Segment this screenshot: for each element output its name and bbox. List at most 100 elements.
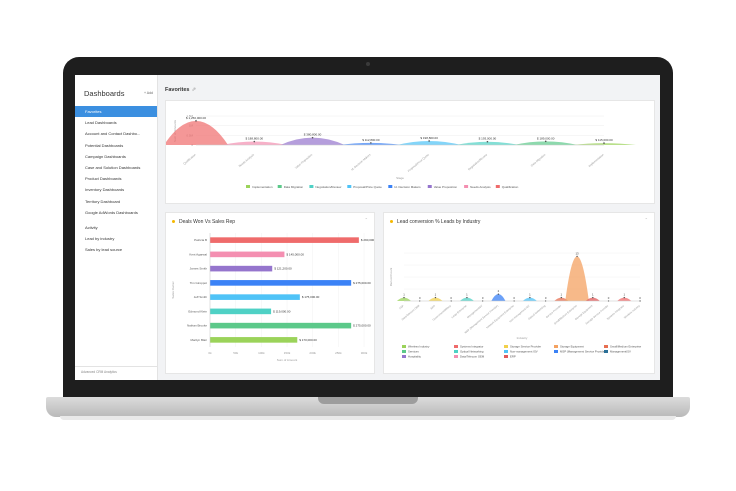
data-label: 1 — [561, 293, 563, 297]
legend-label: Proposal/Price Quote — [353, 185, 382, 189]
bar — [210, 337, 298, 343]
area-mark — [554, 297, 569, 301]
sidebar-title: Dashboards — [84, 88, 125, 98]
sidebar-item[interactable]: Campaign Dashboards — [85, 153, 126, 159]
legend-swatch — [402, 355, 406, 358]
sidebar-item[interactable]: Account and Contact Dashbo... — [85, 131, 141, 137]
legend-swatch — [554, 350, 558, 353]
sidebar-item[interactable]: Case and Solution Dashboards — [85, 164, 141, 170]
data-point — [529, 296, 531, 299]
legend-label: Systems Integrator — [460, 345, 484, 349]
data-label: $ 275,000.00 — [353, 281, 371, 285]
legend-swatch — [402, 345, 406, 348]
bar — [210, 308, 272, 315]
bar — [210, 294, 300, 300]
area-mark — [617, 297, 632, 301]
minimize-icon[interactable]: ⌃ — [644, 217, 648, 222]
legend-label: Implementation — [252, 185, 273, 189]
area-mark — [428, 297, 443, 301]
y-tick-label: Edmond Klein — [188, 309, 207, 313]
sidebar-item[interactable]: Sales by lead source — [85, 247, 123, 253]
sidebar-activity: Activity Lead by industry Sales by lead so… — [75, 222, 157, 256]
data-label: $ 275,000.00 — [353, 324, 371, 328]
legend-label: Optical Networking — [460, 350, 484, 354]
x-tick-label: Network Equipment Enterprise — [485, 303, 515, 329]
area-mark — [513, 141, 578, 145]
x-tick-label: 0k — [208, 351, 212, 355]
sidebar-item[interactable]: Favorites — [75, 106, 157, 118]
legend-label: Non-management ISV — [510, 350, 538, 354]
x-tick-label: ERP — [429, 304, 436, 311]
sidebar-item[interactable]: Territory Dashboard — [85, 198, 121, 204]
data-label: 0 — [513, 296, 515, 300]
data-point — [497, 293, 500, 295]
x-tick-label: 100k — [258, 351, 265, 355]
x-axis-label: Sum of Amount — [277, 358, 298, 362]
data-label: 0 — [639, 296, 641, 300]
sidebar-item[interactable]: Lead by industry — [85, 236, 115, 242]
bar — [210, 322, 352, 329]
sidebar-footer[interactable]: Advanced CRM Analytics — [75, 366, 157, 377]
sidebar-item[interactable]: Inventory Dashboards — [85, 187, 125, 193]
data-point — [592, 296, 594, 299]
data-label: $ 290,000.00 — [361, 238, 374, 242]
sidebar-item[interactable]: Product Dashboards — [85, 176, 122, 182]
y-tick-label: Kent Agarwal — [189, 252, 207, 256]
area-mark — [491, 294, 506, 301]
data-label: 1 — [435, 293, 437, 297]
bar — [210, 265, 273, 272]
x-tick-label: 50k — [233, 351, 238, 355]
data-label: $ 145,000.00 — [286, 252, 304, 256]
minimize-icon[interactable]: ⌃ — [364, 217, 368, 222]
y-axis-label: Sum of Amounts — [173, 119, 177, 142]
laptop-shadow — [60, 416, 676, 420]
x-tick-label: Service Provider — [545, 304, 562, 319]
legend-label: MSP (Management Service Provider) — [560, 350, 606, 354]
camera-icon — [366, 62, 370, 66]
data-point — [195, 120, 197, 122]
data-label: $ 119,000.00 — [273, 309, 291, 313]
sidebar-item[interactable]: Google AdWords Dashboards — [85, 209, 138, 215]
area-mark — [338, 142, 403, 145]
sidebar-item[interactable]: Lead Dashboards — [85, 120, 117, 126]
x-tick-label: 250k — [335, 351, 342, 355]
legend-label: Storage Service Provider — [510, 345, 541, 349]
add-dashboard-button[interactable]: + Add — [143, 91, 153, 95]
legend-swatch — [246, 185, 250, 188]
legend-label: Services — [408, 350, 419, 354]
bar — [210, 280, 352, 286]
x-tick-label: 300k — [361, 351, 368, 355]
legend-label: Needs Analysis — [470, 185, 491, 189]
data-label: $ 115,000.00 — [595, 138, 613, 142]
external-link-icon[interactable]: ⇗ — [191, 87, 197, 93]
data-label: $ 188,800.00 — [246, 137, 264, 141]
data-label: 1 — [529, 293, 531, 297]
x-axis-label: Industry — [517, 336, 528, 340]
bar — [210, 251, 285, 258]
deals-chart-card: Deals Won Vs Sales Rep ⌃ 0k 50k 100k 150k 20… — [165, 212, 379, 374]
area-mark — [585, 297, 600, 301]
stage-area-chart: 1.5M1M0.5M0Sum of Amounts$ 1,250,000.00Q… — [163, 114, 637, 189]
y-axis-label: Sales Owner — [171, 281, 175, 298]
data-label: $ 112,800.00 — [362, 138, 380, 142]
x-tick-label: Qualification — [182, 152, 197, 165]
data-label: 0 — [419, 296, 421, 300]
legend-swatch — [454, 355, 458, 358]
favorites-title: Favorites — [165, 87, 190, 93]
screen: Dashboards + Add Favorites Lead Dashboard… — [75, 75, 660, 380]
data-label: 13 — [576, 251, 580, 255]
sidebar-header: Dashboards + Add — [75, 75, 157, 106]
sidebar-item[interactable]: Potential Dashboards — [85, 142, 124, 148]
data-point — [576, 255, 578, 258]
x-tick-label: Data Migration — [530, 152, 547, 167]
y-axis-label: Record Count — [389, 268, 393, 287]
x-tick-label: Optical Networking — [527, 303, 547, 320]
area-mark — [222, 141, 287, 145]
area-mark — [396, 297, 412, 301]
x-tick-label: Value Proposition — [294, 152, 314, 169]
legend-swatch — [388, 185, 393, 188]
activity-heading: Activity — [85, 224, 98, 230]
data-label: $ 121,200.00 — [274, 267, 292, 271]
area-mark — [455, 141, 520, 145]
legend-label: Small/Medium Enterprise — [610, 345, 642, 349]
